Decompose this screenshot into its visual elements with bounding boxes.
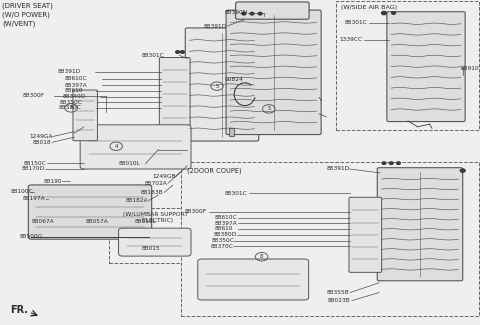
FancyBboxPatch shape [236, 2, 309, 19]
Text: 88500G: 88500G [19, 234, 43, 239]
Circle shape [460, 169, 465, 172]
Text: (W/VENT): (W/VENT) [2, 21, 36, 27]
Bar [181, 162, 479, 316]
FancyBboxPatch shape [80, 125, 191, 169]
Text: 8: 8 [260, 254, 264, 259]
Text: 88300F: 88300F [185, 209, 207, 215]
Bar [109, 208, 202, 263]
Circle shape [382, 162, 386, 164]
Bar [336, 1, 479, 130]
Text: 88391D: 88391D [326, 166, 349, 172]
Text: 88301C: 88301C [345, 20, 367, 25]
Text: 88182A: 88182A [126, 198, 148, 203]
Circle shape [382, 11, 386, 15]
Circle shape [389, 162, 393, 164]
Text: (W/LUMBAR SUPPORT: (W/LUMBAR SUPPORT [123, 212, 188, 217]
FancyBboxPatch shape [119, 228, 191, 256]
Text: (DRIVER SEAT): (DRIVER SEAT) [2, 3, 53, 9]
FancyBboxPatch shape [377, 168, 463, 281]
Text: 88018: 88018 [33, 140, 51, 145]
Text: 88015: 88015 [142, 246, 160, 251]
Text: 88197A: 88197A [23, 196, 46, 202]
FancyBboxPatch shape [159, 58, 190, 131]
Text: 88010L: 88010L [119, 161, 141, 166]
FancyBboxPatch shape [185, 28, 259, 141]
Circle shape [242, 12, 246, 15]
Text: 88301C: 88301C [225, 191, 247, 196]
Text: 88057A: 88057A [85, 219, 108, 224]
Circle shape [392, 12, 396, 14]
Text: 88170D: 88170D [22, 166, 45, 172]
Text: 88023B: 88023B [328, 298, 350, 303]
Text: 88350C: 88350C [60, 100, 83, 105]
Text: 88610C: 88610C [215, 215, 238, 220]
Text: 88397A: 88397A [215, 221, 238, 226]
Bar [229, 128, 234, 136]
Text: (W/O POWER): (W/O POWER) [2, 12, 50, 18]
Text: 88370C: 88370C [210, 243, 233, 249]
Text: 88910T: 88910T [461, 66, 480, 71]
Text: 5: 5 [215, 84, 219, 89]
FancyBboxPatch shape [349, 197, 382, 272]
Text: 88010L: 88010L [134, 219, 156, 224]
Text: 88183B: 88183B [141, 190, 164, 195]
Text: 88380D: 88380D [214, 232, 237, 237]
FancyBboxPatch shape [387, 12, 465, 122]
Text: 5: 5 [267, 106, 271, 111]
Text: 88340D: 88340D [62, 94, 85, 99]
Text: 88355B: 88355B [326, 290, 349, 295]
Text: FR.: FR. [11, 305, 29, 315]
Text: 88150C: 88150C [24, 161, 47, 166]
Text: 88350C: 88350C [211, 238, 234, 243]
Text: 1249GB: 1249GB [153, 174, 176, 179]
Text: 88301C: 88301C [142, 53, 164, 58]
Circle shape [250, 12, 254, 15]
Text: 88370C: 88370C [59, 105, 82, 110]
Text: 00824: 00824 [225, 77, 243, 82]
FancyBboxPatch shape [226, 10, 321, 135]
Text: 88300F: 88300F [23, 93, 45, 98]
Circle shape [258, 12, 262, 15]
Text: 88390N: 88390N [224, 10, 247, 16]
FancyBboxPatch shape [73, 90, 97, 141]
Text: 88190: 88190 [43, 179, 62, 184]
Text: 88391D: 88391D [58, 69, 81, 74]
Text: 88610: 88610 [215, 226, 234, 231]
FancyBboxPatch shape [28, 185, 152, 239]
Text: 88610C: 88610C [65, 76, 87, 82]
Text: 1339CC: 1339CC [340, 37, 363, 42]
Bar [206, 70, 274, 112]
Text: 1249GA: 1249GA [30, 134, 53, 139]
Text: 88702A: 88702A [145, 181, 168, 186]
Circle shape [180, 51, 184, 53]
Circle shape [396, 162, 400, 164]
Text: 88067A: 88067A [31, 219, 54, 224]
Text: 88391D: 88391D [204, 23, 227, 29]
Circle shape [176, 51, 180, 53]
FancyBboxPatch shape [198, 259, 309, 300]
Text: 88397A: 88397A [65, 83, 87, 88]
Text: (2DOOR COUPE): (2DOOR COUPE) [187, 167, 242, 174]
Text: (W/SIDE AIR BAG): (W/SIDE AIR BAG) [341, 5, 397, 9]
Text: 88610: 88610 [65, 88, 84, 94]
Text: 4: 4 [114, 144, 118, 149]
Text: - ELECTRIC): - ELECTRIC) [138, 218, 173, 223]
Text: 8: 8 [69, 105, 73, 110]
Text: 88100C: 88100C [11, 189, 33, 194]
